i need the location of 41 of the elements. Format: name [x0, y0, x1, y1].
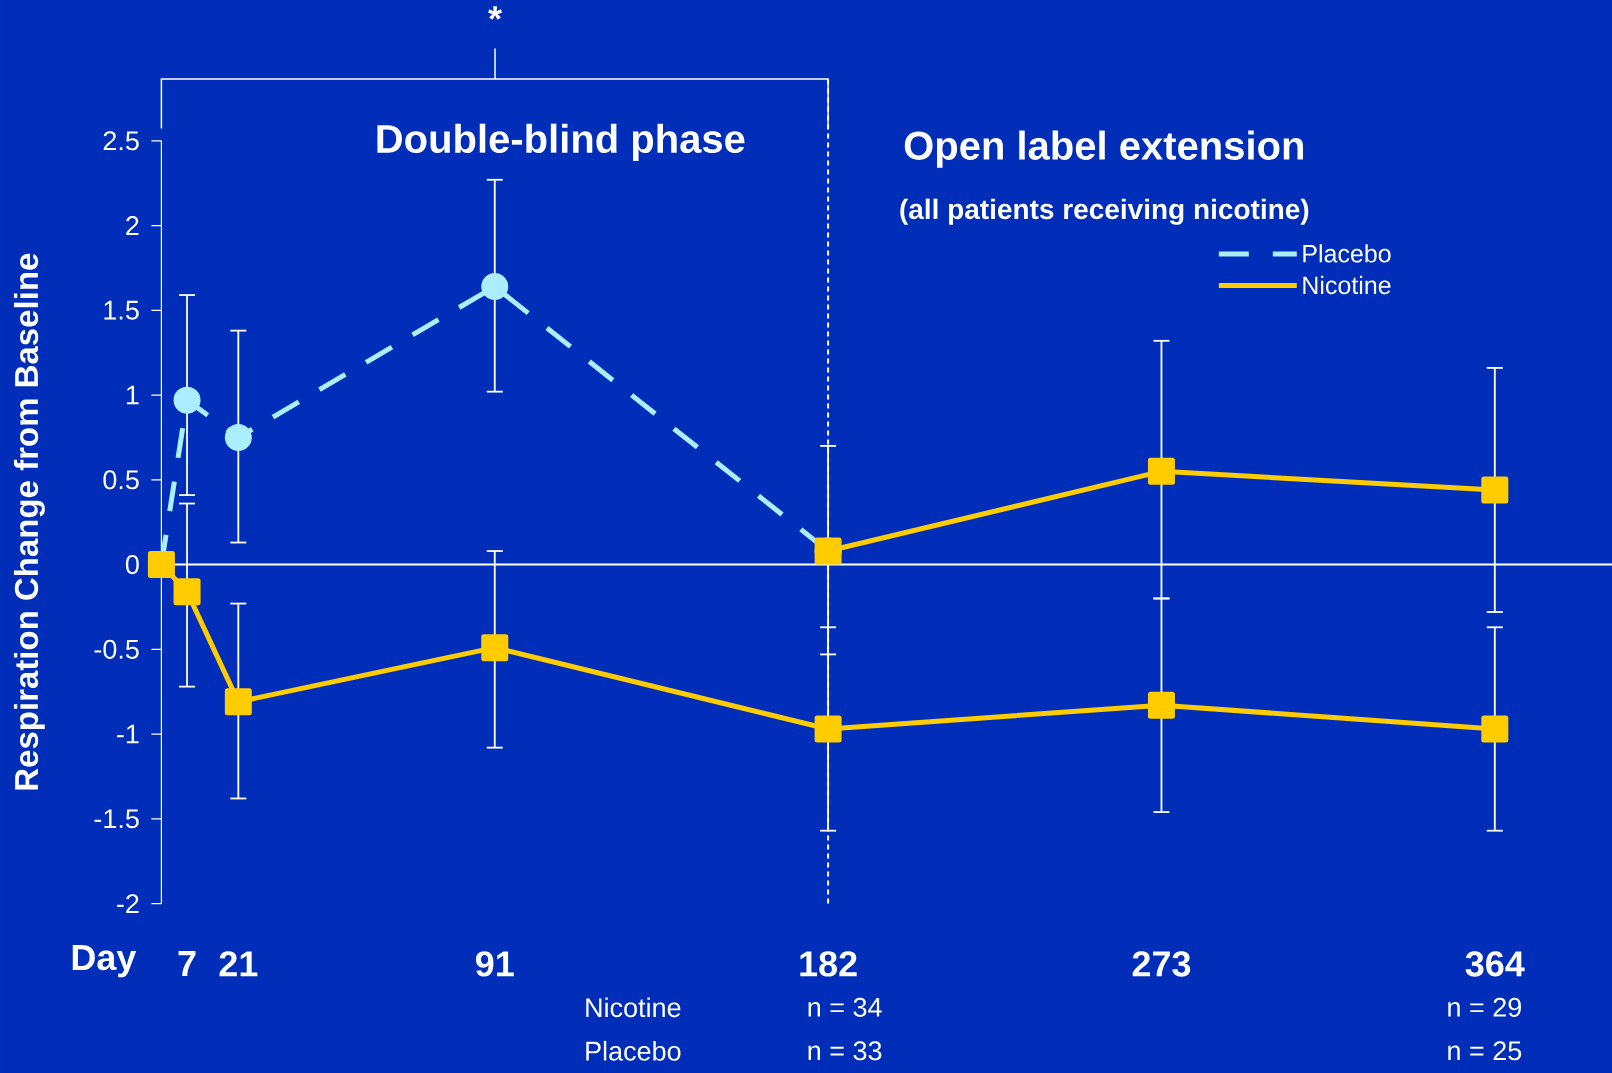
- y-tick-label: -2: [117, 894, 139, 914]
- point: [1481, 476, 1509, 504]
- y-tick-label: -0.5: [94, 639, 139, 659]
- point: [224, 423, 252, 451]
- point: [1147, 691, 1175, 719]
- x-tick-label: 91: [475, 951, 514, 977]
- y-tick-label: 0.5: [103, 470, 139, 490]
- point: [1147, 457, 1175, 485]
- point: [481, 634, 509, 662]
- text: Placebo: [586, 1040, 681, 1061]
- text: n = 29: [1448, 997, 1521, 1017]
- text: n = 34: [808, 997, 882, 1017]
- y-tick-label: 2: [126, 216, 139, 235]
- x-tick-label: 21: [219, 951, 258, 977]
- point: [224, 688, 252, 716]
- y-tick-label: 1: [126, 385, 139, 405]
- legend-label: Nicotine: [1303, 275, 1391, 295]
- text: n = 25: [1448, 1041, 1522, 1061]
- x-tick-label: 364: [1465, 951, 1525, 977]
- y-tick-label: -1.5: [94, 809, 139, 829]
- annotation: Open label extension: [904, 130, 1303, 168]
- annotation: (all patients receiving nicotine): [900, 198, 1309, 225]
- y-tick-label: -1: [117, 724, 139, 744]
- x-axis-title: Day: [72, 945, 137, 978]
- point: [1481, 715, 1509, 743]
- legend-label: Placebo: [1303, 244, 1391, 263]
- y-tick-label: 1.5: [104, 300, 139, 320]
- text: Nicotine: [586, 997, 681, 1018]
- x-tick-label: 7: [178, 951, 196, 976]
- y-tick-label: 2.5: [103, 131, 139, 151]
- text: n = 33: [808, 1041, 882, 1061]
- point: [481, 273, 509, 301]
- y-axis-title: Respiration Change from Baseline: [13, 253, 45, 790]
- text: *: [488, 6, 503, 20]
- x-tick-label: 182: [800, 951, 857, 977]
- point: [173, 578, 201, 606]
- y-tick-label: 0: [125, 555, 139, 575]
- annotation: Double-blind phase: [377, 123, 745, 161]
- point: [173, 386, 201, 414]
- x-tick-label: 273: [1132, 951, 1191, 977]
- point: [814, 715, 842, 743]
